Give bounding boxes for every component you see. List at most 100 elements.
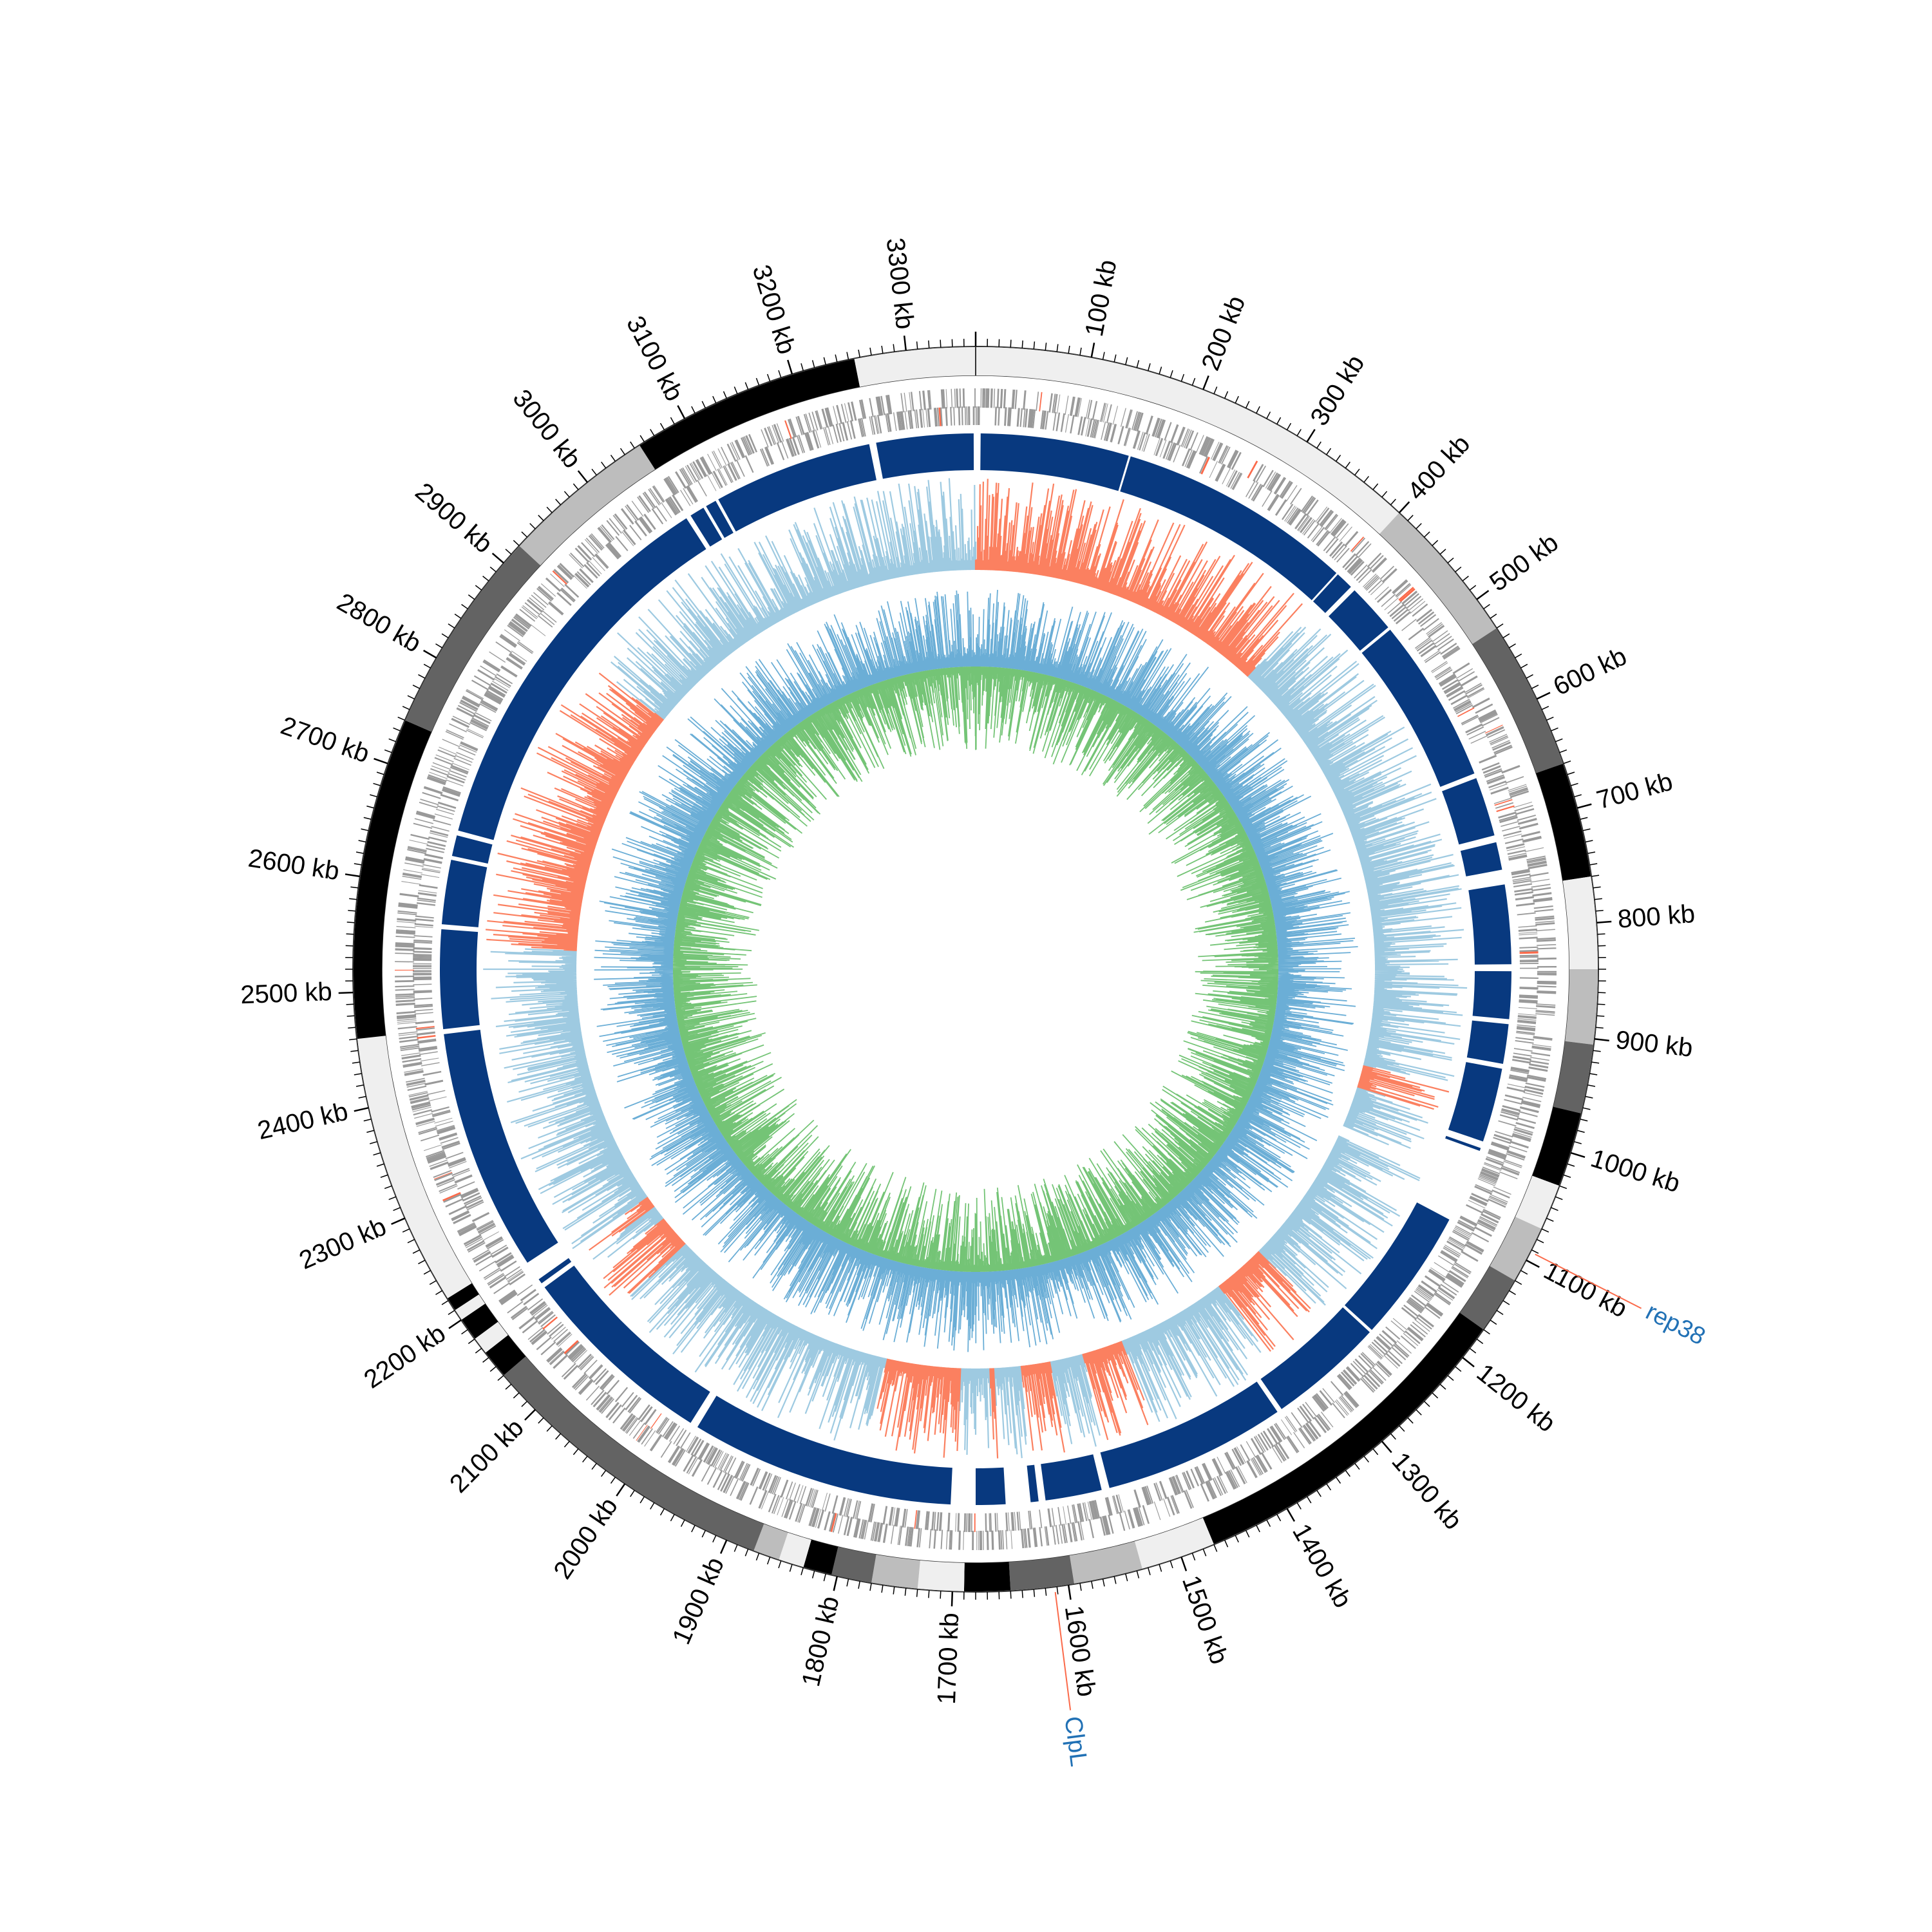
gene-feature: [922, 408, 925, 428]
gene-feature: [1159, 1481, 1168, 1499]
gene-feature: [1509, 788, 1529, 797]
minor-tick: [388, 1196, 397, 1200]
gene-feature: [776, 423, 784, 442]
gene-feature: [599, 1374, 612, 1388]
ideogram-segment: [976, 347, 1399, 535]
minor-tick: [1551, 1207, 1558, 1211]
minor-tick: [1439, 549, 1446, 555]
gene-feature: [1289, 509, 1302, 526]
gene-feature: [1516, 1027, 1535, 1032]
gene-feature: [1504, 833, 1522, 839]
gene-feature: [1271, 1425, 1283, 1443]
gene-feature: [1306, 499, 1319, 516]
gene-feature: [707, 1447, 718, 1465]
gene-feature: [1175, 1475, 1183, 1493]
gene-feature: [771, 1495, 780, 1514]
gene-feature: [578, 1379, 594, 1396]
gene-feature: [529, 1329, 545, 1343]
gene-feature: [781, 440, 789, 459]
gene-feature: [439, 1132, 457, 1139]
gene-feature: [614, 1387, 629, 1403]
gene-feature: [916, 1528, 920, 1548]
gene-feature: [1425, 651, 1441, 663]
major-tick: [1476, 590, 1490, 600]
gene-feature: [1332, 1402, 1345, 1419]
gene-feature: [1501, 1110, 1520, 1116]
gene-feature: [743, 436, 753, 455]
gene-feature: [916, 1510, 921, 1530]
gene-feature: [471, 719, 489, 728]
gene-feature: [466, 1201, 484, 1211]
gene-feature: [1081, 417, 1086, 436]
gene-feature: [1253, 464, 1264, 482]
kb-tick-label: 3000 kb: [507, 384, 586, 474]
gene-feature: [1233, 473, 1243, 491]
gene-feature: [1446, 1274, 1464, 1287]
gene-feature: [424, 853, 444, 860]
gene-feature: [822, 427, 829, 446]
gene-feature: [413, 951, 432, 954]
gene-feature: [1531, 1052, 1551, 1057]
gene-feature: [1257, 1434, 1269, 1451]
gene-feature: [1498, 811, 1517, 819]
gene-feature: [1468, 730, 1486, 740]
gene-feature: [1503, 1160, 1522, 1168]
gene-feature: [1408, 598, 1424, 612]
gene-feature: [945, 389, 948, 409]
gene-feature: [1519, 951, 1539, 954]
gene-feature: [675, 471, 687, 489]
gene-feature: [717, 448, 727, 466]
gene-feature: [478, 1225, 497, 1236]
minor-tick: [1276, 417, 1282, 425]
gene-feature: [1528, 862, 1547, 867]
minor-tick: [505, 1383, 512, 1390]
minor-tick: [916, 341, 918, 350]
gene-feature: [1524, 1088, 1544, 1095]
kb-tick-label: 2400 kb: [255, 1097, 351, 1146]
gene-feature: [1134, 412, 1142, 431]
minor-tick: [1582, 828, 1591, 831]
minor-tick: [461, 603, 468, 610]
gene-feature: [808, 1507, 815, 1526]
gene-feature: [1106, 1497, 1113, 1516]
major-tick: [354, 1106, 369, 1112]
gene-feature: [1395, 583, 1411, 597]
gene-feature: [1474, 1185, 1492, 1195]
gene-feature: [1434, 1291, 1452, 1304]
gene-feature: [1132, 430, 1140, 449]
gene-feature: [886, 395, 891, 415]
minor-tick: [1245, 1530, 1250, 1538]
ideogram-segment: [639, 359, 860, 469]
gene-feature: [456, 752, 474, 761]
gene-feature: [752, 1468, 761, 1486]
major-tick: [491, 553, 504, 564]
gene-feature: [639, 516, 652, 533]
kb-tick-label: 200 kb: [1197, 292, 1251, 374]
minor-tick: [393, 727, 401, 732]
kb-tick-label: 2600 kb: [246, 844, 341, 886]
gene-feature: [402, 875, 422, 880]
gene-feature: [1316, 1393, 1329, 1409]
minor-tick: [412, 1249, 421, 1254]
gene-feature: [405, 856, 425, 862]
blue-block: [690, 507, 723, 547]
gene-feature: [652, 486, 665, 503]
minor-tick: [1224, 391, 1229, 399]
gene-feature: [1342, 1370, 1356, 1385]
gene-feature: [431, 1109, 451, 1116]
gene-feature: [450, 764, 469, 773]
gene-feature: [1123, 427, 1130, 446]
gene-feature: [397, 912, 417, 916]
gene-feature: [907, 410, 912, 430]
gene-feature: [477, 1220, 494, 1231]
gene-feature: [451, 762, 469, 770]
gene-feature: [1517, 1024, 1536, 1028]
gene-feature: [1506, 1153, 1525, 1161]
minor-tick: [1202, 1548, 1207, 1557]
gene-feature: [1372, 1366, 1387, 1381]
gene-feature: [993, 388, 996, 408]
gene-feature: [409, 839, 428, 845]
gene-feature: [1226, 1470, 1237, 1489]
gene-feature: [397, 921, 417, 923]
gene-feature: [687, 485, 698, 502]
